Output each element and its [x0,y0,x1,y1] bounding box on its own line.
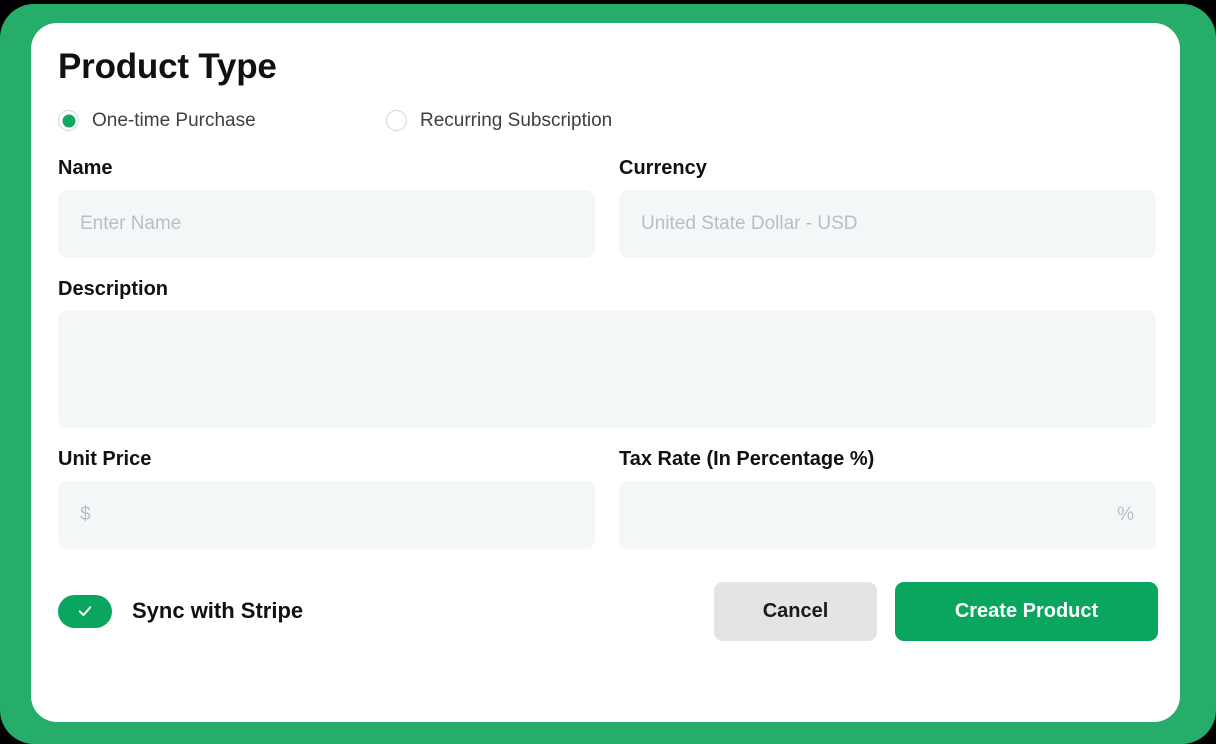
name-label: Name [58,156,113,179]
unit-price-field-group: Unit Price [58,448,595,549]
tax-rate-input[interactable] [619,480,1156,549]
radio-unselected-icon[interactable] [386,110,407,131]
dialog-action-buttons: Cancel Create Product [714,581,1158,641]
spacer [58,258,1158,278]
radio-selected-icon[interactable] [58,110,79,131]
sync-with-stripe-toggle[interactable] [58,594,112,628]
price-tax-row: Unit Price Tax Rate (In Percentage %) [58,448,1158,549]
radio-label-recurring-subscription: Recurring Subscription [420,110,613,131]
currency-input[interactable] [619,189,1156,258]
radio-option-recurring-subscription[interactable]: Recurring Subscription [386,110,612,131]
check-icon [78,606,92,617]
sync-with-stripe-label: Sync with Stripe [132,598,304,623]
name-input[interactable] [58,189,595,258]
name-currency-row: Name Currency [58,157,1158,258]
description-label: Description [58,277,169,300]
currency-label: Currency [619,156,707,179]
unit-price-label: Unit Price [58,447,152,470]
radio-label-one-time-purchase: One-time Purchase [92,110,256,131]
description-row: Description [58,278,1158,428]
radio-option-one-time-purchase[interactable]: One-time Purchase [58,110,386,131]
sync-with-stripe-group[interactable]: Sync with Stripe [58,594,304,628]
spacer [58,428,1158,448]
cancel-button[interactable]: Cancel [714,581,877,641]
product-type-radio-group: One-time Purchase Recurring Subscription [58,107,1158,135]
description-textarea[interactable] [58,310,1156,428]
unit-price-input[interactable] [58,480,595,549]
page-title: Product Type [58,47,277,86]
dialog-footer: Sync with Stripe Cancel Create Product [58,581,1158,641]
name-field-group: Name [58,157,595,258]
product-type-dialog: Product Type One-time Purchase Recurring… [31,23,1180,722]
tax-rate-label: Tax Rate (In Percentage %) [619,447,875,470]
description-field-group: Description [58,278,1156,428]
currency-field-group: Currency [619,157,1156,258]
tax-rate-field-group: Tax Rate (In Percentage %) [619,448,1156,549]
create-product-button[interactable]: Create Product [895,581,1158,641]
